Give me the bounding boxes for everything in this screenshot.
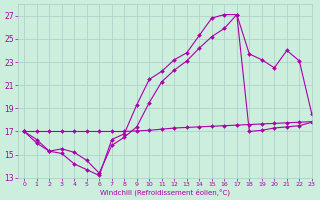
X-axis label: Windchill (Refroidissement éolien,°C): Windchill (Refroidissement éolien,°C) xyxy=(100,188,230,196)
